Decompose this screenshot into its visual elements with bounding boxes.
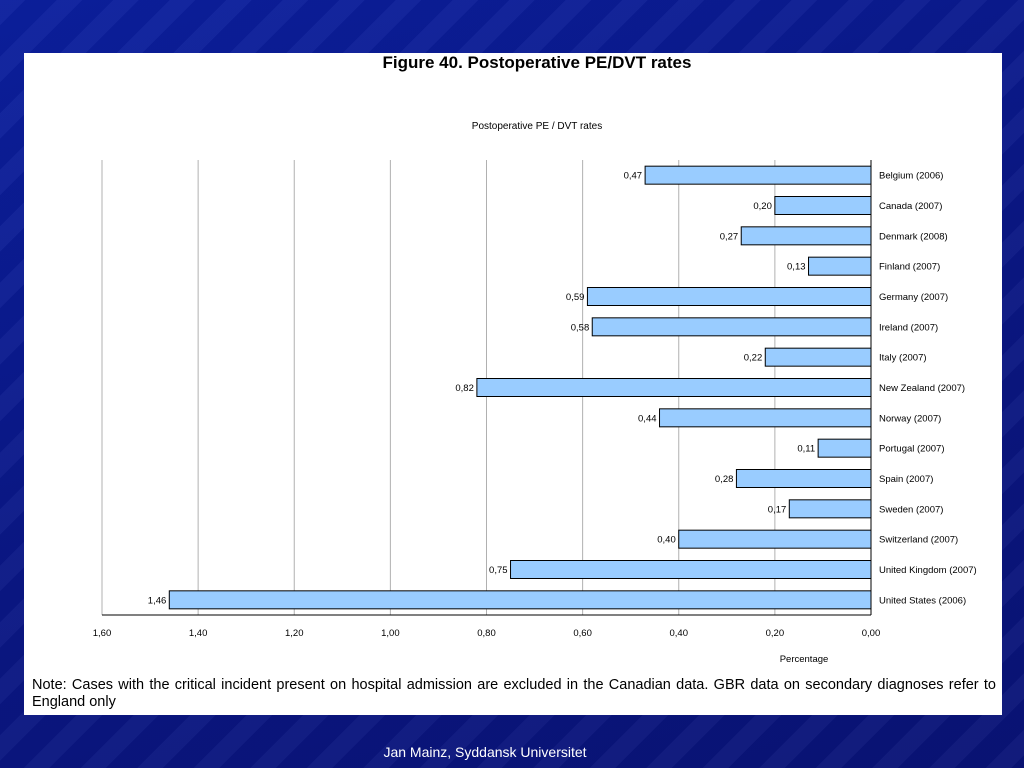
bar <box>591 317 872 337</box>
x-tick-label: 1,00 <box>381 628 400 639</box>
bar-value-label: 0,44 <box>638 413 657 424</box>
category-label: United Kingdom (2007) <box>879 565 977 576</box>
x-tick-label: 0,20 <box>766 628 785 639</box>
bar <box>774 196 872 215</box>
bar <box>817 438 872 458</box>
bar <box>586 287 872 306</box>
bar <box>764 347 872 367</box>
category-label: Spain (2007) <box>879 474 933 485</box>
figure-note: Note: Cases with the critical incident p… <box>32 677 996 710</box>
category-label: New Zealand (2007) <box>879 383 965 394</box>
bar-value-label: 0,40 <box>657 535 676 546</box>
bar-value-label: 1,46 <box>148 595 167 606</box>
x-tick-label: 0,60 <box>573 628 592 639</box>
bar-value-label: 0,82 <box>455 383 474 394</box>
category-label: Sweden (2007) <box>879 504 943 515</box>
bar <box>788 499 872 519</box>
bars: 0,47 Belgium (2006) 0,20 Canada (2007) 0,27 D… <box>148 165 977 610</box>
bar-value-label: 0,27 <box>720 231 739 242</box>
category-label: Germany (2007) <box>879 292 948 303</box>
slide-footer: Jan Mainz, Syddansk Universitet <box>383 744 587 760</box>
x-axis-label: Percentage <box>780 654 829 665</box>
bar <box>476 378 872 397</box>
category-label: Portugal (2007) <box>879 444 944 455</box>
figure-title: Figure 40. Postoperative PE/DVT rates <box>382 53 692 72</box>
category-label: Norway (2007) <box>879 413 941 424</box>
category-label: Finland (2007) <box>879 262 940 273</box>
x-tick-label: 0,00 <box>862 628 881 639</box>
category-label: Canada (2007) <box>879 201 942 212</box>
bar <box>644 165 872 185</box>
x-tick-label: 1,40 <box>189 628 208 639</box>
x-tick-label: 1,20 <box>285 628 304 639</box>
bar <box>735 469 872 488</box>
bar-value-label: 0,13 <box>787 262 806 273</box>
x-tick-label: 0,40 <box>670 628 689 639</box>
bar <box>168 590 872 610</box>
category-label: Denmark (2008) <box>879 231 948 242</box>
bar-value-label: 0,22 <box>744 353 763 364</box>
bar-value-label: 0,47 <box>624 171 643 182</box>
category-label: Belgium (2006) <box>879 171 943 182</box>
x-axis: 1,60 1,40 1,20 1,00 0,80 0,60 0,40 0,20 0,00 <box>93 614 881 639</box>
bar <box>808 256 872 276</box>
bar-value-label: 0,11 <box>797 444 815 455</box>
bar-value-label: 0,75 <box>489 565 508 576</box>
category-label: Italy (2007) <box>879 353 927 364</box>
bar-value-label: 0,28 <box>715 474 734 485</box>
bar <box>678 529 872 549</box>
category-label: United States (2006) <box>879 595 966 606</box>
bar <box>510 560 872 579</box>
bar-value-label: 0,20 <box>753 201 772 212</box>
x-tick-label: 0,80 <box>477 628 496 639</box>
bar <box>659 408 872 428</box>
category-label: Ireland (2007) <box>879 322 938 333</box>
category-label: Switzerland (2007) <box>879 535 958 546</box>
bar-value-label: 0,59 <box>566 292 585 303</box>
bar-value-label: 0,58 <box>571 322 590 333</box>
x-tick-label: 1,60 <box>93 628 112 639</box>
bar <box>740 226 872 246</box>
bar-value-label: 0,17 <box>768 504 787 515</box>
chart-title: Postoperative PE / DVT rates <box>471 121 603 132</box>
